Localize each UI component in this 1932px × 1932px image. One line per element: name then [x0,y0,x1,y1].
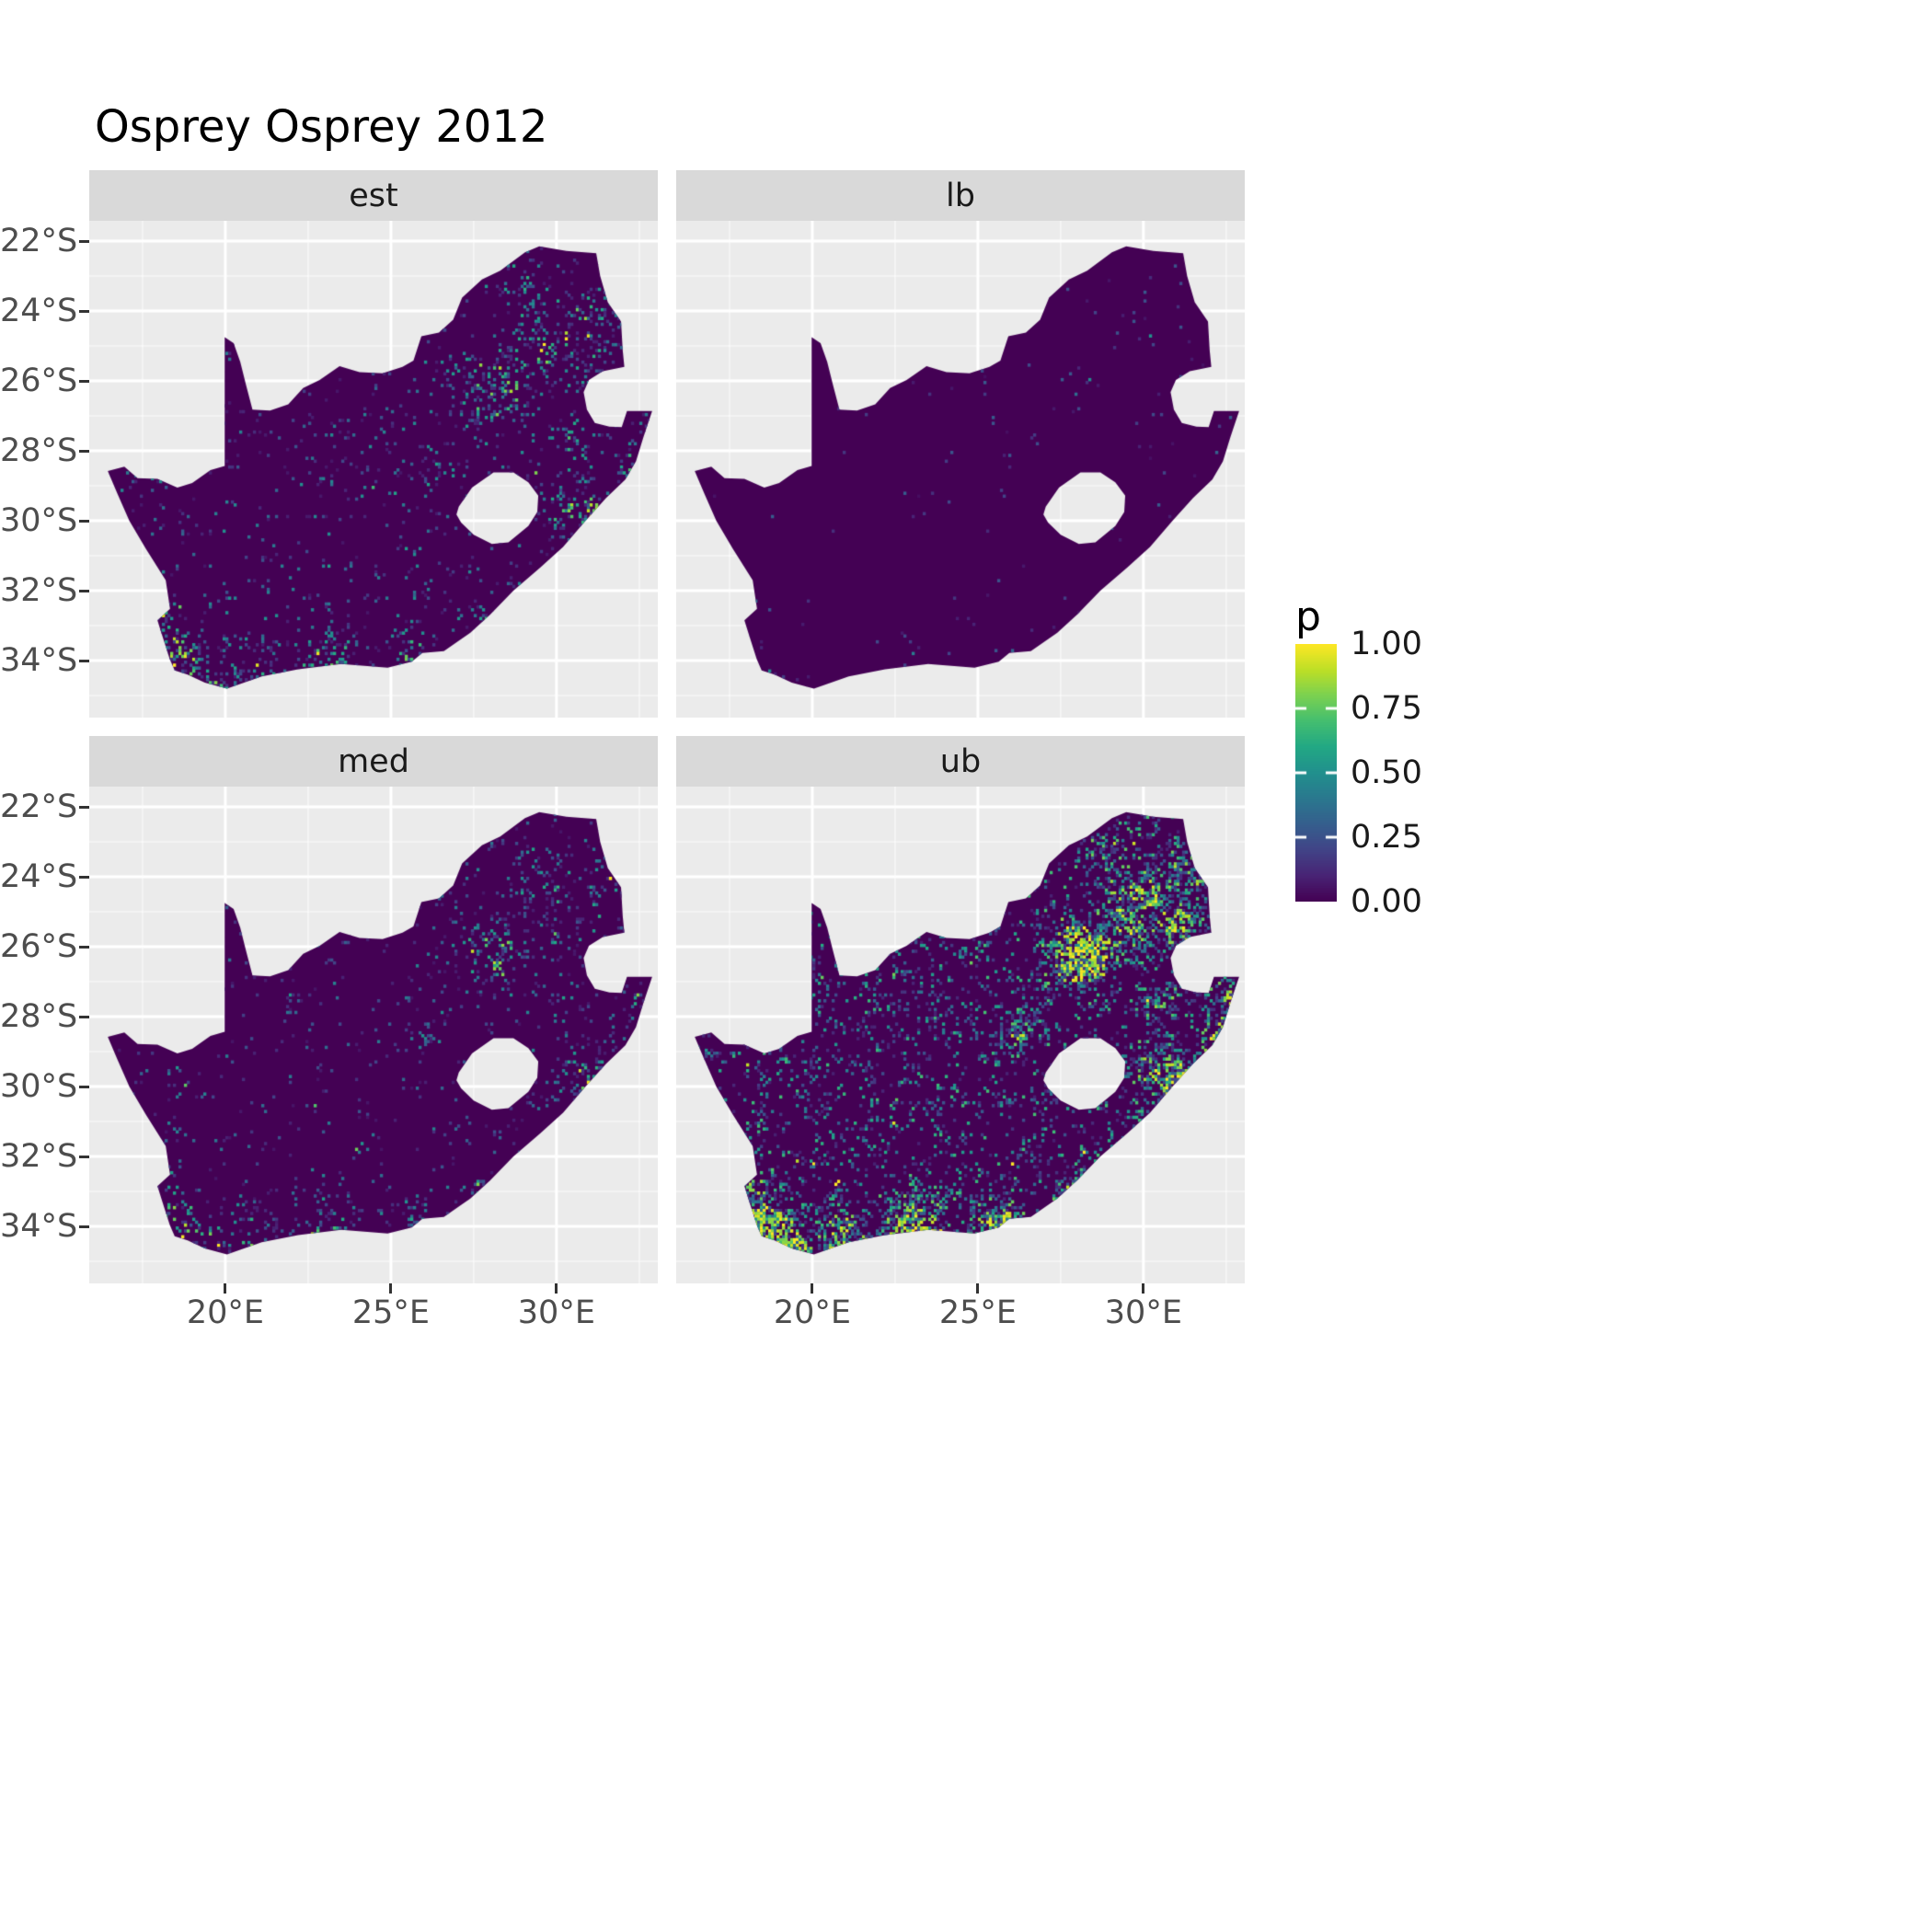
map-panel-med [89,787,658,1283]
legend-tick-label: 1.00 [1351,626,1422,662]
map-panel-ub [676,787,1245,1283]
y-tick-label: 34°S [0,1208,78,1246]
x-tick-mark [811,1283,814,1294]
x-tick-mark [555,1283,558,1294]
legend-tick-label: 0.75 [1351,690,1422,727]
y-tick-label: 22°S [0,788,78,826]
x-tick-label: 30°E [1104,1294,1182,1331]
facet-label-ub: ub [939,742,982,780]
y-tick-label: 34°S [0,642,78,680]
plot-title: Osprey Osprey 2012 [95,101,548,153]
y-tick-mark [79,805,89,809]
y-tick-label: 26°S [0,928,78,966]
facet-label-lb: lb [946,177,975,214]
facet-label-med: med [338,742,409,780]
x-tick-label: 30°E [517,1294,595,1331]
legend-tick-label: 0.00 [1351,883,1422,920]
y-tick-mark [79,1155,89,1158]
facet-strip-lb: lb [676,170,1245,221]
y-tick-mark [79,239,89,243]
y-tick-label: 30°S [0,502,78,540]
y-tick-mark [79,1225,89,1228]
y-tick-label: 32°S [0,572,78,610]
map-panel-lb [676,221,1245,718]
x-tick-label: 25°E [938,1294,1017,1331]
y-tick-mark [79,589,89,592]
y-tick-label: 26°S [0,362,78,400]
x-tick-mark [224,1283,227,1294]
legend-tick-label: 0.25 [1351,819,1422,856]
map-panel-est [89,221,658,718]
y-tick-mark [79,309,89,313]
y-tick-label: 28°S [0,998,78,1036]
x-tick-label: 25°E [351,1294,430,1331]
y-tick-mark [79,519,89,523]
legend-tick-label: 0.50 [1351,754,1422,791]
y-tick-label: 22°S [0,223,78,260]
facet-strip-ub: ub [676,736,1245,787]
x-tick-mark [1142,1283,1145,1294]
y-tick-mark [79,945,89,949]
facet-strip-med: med [89,736,658,787]
legend-gradient-bar [1295,644,1337,902]
y-tick-label: 24°S [0,293,78,330]
y-tick-label: 24°S [0,858,78,896]
y-tick-mark [79,659,89,662]
y-tick-label: 28°S [0,432,78,470]
facet-strip-est: est [89,170,658,221]
x-tick-mark [389,1283,393,1294]
y-tick-label: 32°S [0,1138,78,1176]
y-tick-mark [79,1015,89,1018]
x-tick-mark [976,1283,980,1294]
x-tick-label: 20°E [773,1294,851,1331]
y-tick-label: 30°S [0,1068,78,1106]
facet-label-est: est [349,177,398,214]
y-tick-mark [79,379,89,383]
legend-title: p [1295,593,1321,640]
y-tick-mark [79,875,89,879]
x-tick-label: 20°E [186,1294,264,1331]
y-tick-mark [79,1085,89,1088]
y-tick-mark [79,449,89,453]
